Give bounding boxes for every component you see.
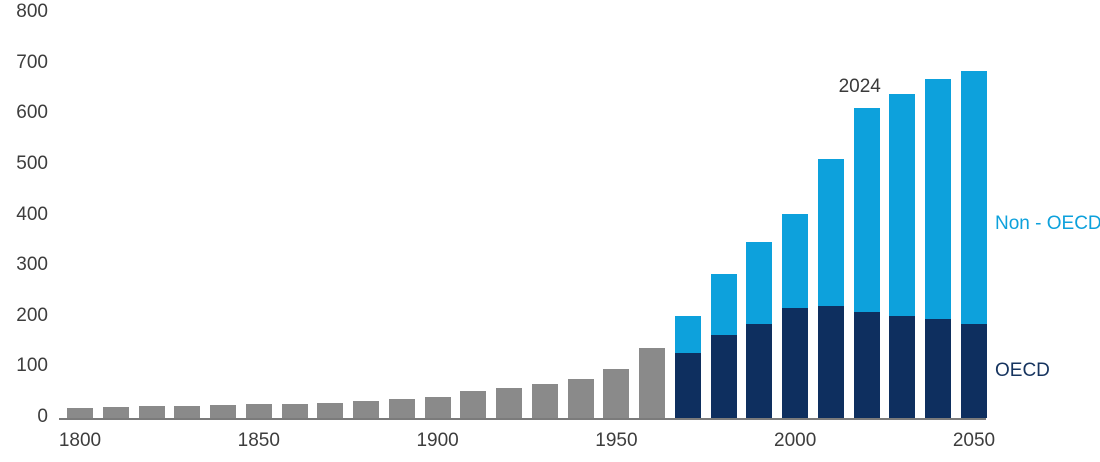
y-tick-500: 500 [16, 153, 48, 174]
x-tick-1950: 1950 [595, 430, 638, 451]
x-tick-2050: 2050 [952, 430, 996, 451]
bar-1950-historical-pre-split [603, 369, 630, 418]
x-axis-line [59, 418, 986, 420]
bar-1960-historical-pre-split [639, 348, 666, 418]
bar-1880-historical-pre-split [353, 401, 380, 418]
bar-1920-historical-pre-split [496, 387, 523, 418]
bar-2040-oecd [925, 318, 952, 418]
bar-1990-oecd [746, 324, 773, 418]
bar-1850-historical-pre-split [245, 404, 272, 418]
bar-2050-non-oecd [961, 71, 987, 324]
bar-1890-historical-pre-split [388, 399, 415, 418]
bar-1930-historical-pre-split [531, 383, 558, 418]
x-tick-1800: 1800 [58, 430, 102, 451]
y-tick-100: 100 [16, 355, 48, 377]
bar-1900-historical-pre-split [424, 396, 451, 418]
bar-1870-historical-pre-split [317, 402, 344, 418]
y-tick-700: 700 [16, 51, 48, 73]
bar-1970-oecd [674, 353, 701, 418]
bar-1860-historical-pre-split [281, 403, 308, 418]
bar-2010-non-oecd [817, 159, 844, 306]
bar-1840-historical-pre-split [210, 404, 237, 418]
bar-2040-non-oecd [925, 79, 952, 319]
bar-2030-oecd [889, 315, 916, 418]
y-tick-200: 200 [16, 304, 48, 326]
y-tick-300: 300 [16, 254, 48, 276]
bar-1980-non-oecd [710, 273, 737, 335]
y-tick-0: 0 [37, 406, 48, 427]
x-tick-2000: 2000 [774, 430, 817, 451]
bar-1810-historical-pre-split [102, 407, 129, 418]
bar-2024-oecd [853, 311, 880, 418]
bar-1820-historical-pre-split [138, 406, 165, 418]
bar-2024-non-oecd [853, 108, 880, 312]
bar-1940-historical-pre-split [567, 379, 594, 418]
x-tick-1900: 1900 [416, 430, 459, 451]
x-tick-1850: 1850 [237, 430, 280, 451]
bar-1990-non-oecd [746, 242, 773, 325]
annotation-2024: 2024 [838, 76, 881, 97]
y-tick-800: 800 [16, 1, 48, 23]
bar-2000-non-oecd [782, 213, 809, 308]
bar-1830-historical-pre-split [174, 405, 201, 418]
bar-1910-historical-pre-split [460, 391, 487, 418]
legend-non-oecd-label: Non - OECD [995, 213, 1100, 234]
bar-1970-non-oecd [674, 315, 701, 354]
y-tick-400: 400 [16, 203, 48, 225]
bar-2010-oecd [817, 305, 844, 418]
y-tick-600: 600 [16, 102, 48, 124]
bar-2050-oecd [961, 323, 987, 418]
bar-1980-oecd [710, 335, 737, 418]
legend-oecd-label: OECD [995, 360, 1050, 381]
bar-2030-non-oecd [889, 93, 916, 316]
bar-2000-oecd [782, 307, 809, 418]
bar-1800-historical-pre-split [67, 407, 93, 418]
